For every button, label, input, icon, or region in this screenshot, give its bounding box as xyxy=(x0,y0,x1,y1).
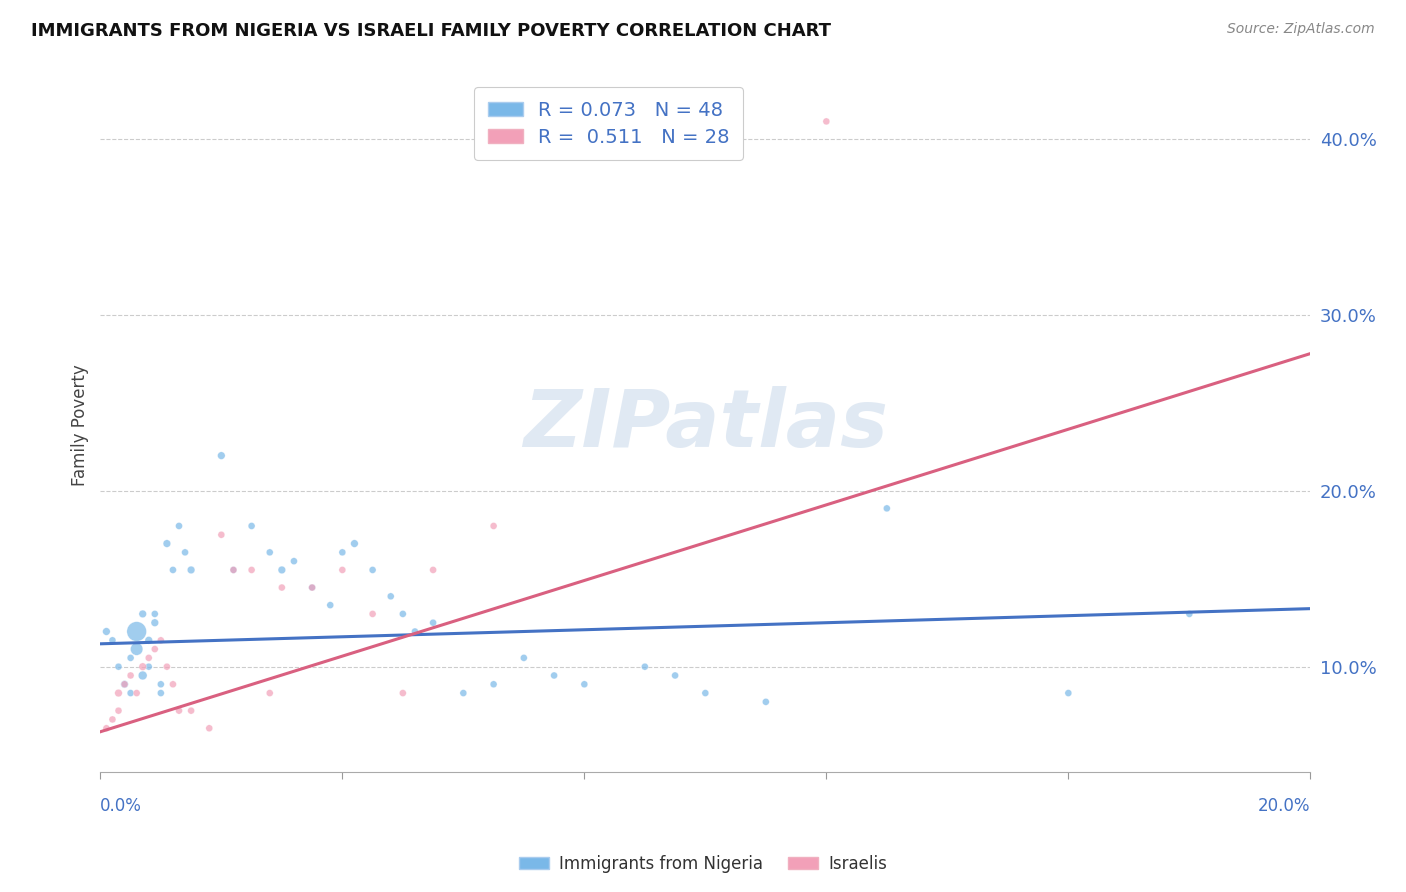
Point xyxy=(283,554,305,568)
Point xyxy=(131,668,153,682)
Point xyxy=(143,615,166,630)
Point xyxy=(482,519,505,533)
Point xyxy=(343,536,366,550)
Point xyxy=(131,659,153,673)
Point xyxy=(167,704,190,718)
Point xyxy=(120,668,142,682)
Legend: R = 0.073   N = 48, R =  0.511   N = 28: R = 0.073 N = 48, R = 0.511 N = 28 xyxy=(474,87,744,161)
Point xyxy=(156,659,179,673)
Point xyxy=(240,519,263,533)
Point xyxy=(174,545,197,559)
Point xyxy=(574,677,596,691)
Point xyxy=(330,563,353,577)
Point xyxy=(96,721,118,735)
Point xyxy=(695,686,717,700)
Point xyxy=(101,713,124,727)
Point xyxy=(404,624,426,639)
Point xyxy=(380,590,402,604)
Point xyxy=(755,695,778,709)
Point xyxy=(222,563,245,577)
Point xyxy=(149,633,172,648)
Point xyxy=(96,624,118,639)
Point xyxy=(319,598,342,612)
Point xyxy=(876,501,898,516)
Point xyxy=(453,686,475,700)
Point xyxy=(361,607,384,621)
Point xyxy=(259,686,281,700)
Point xyxy=(143,642,166,657)
Point xyxy=(107,704,129,718)
Point xyxy=(664,668,686,682)
Point xyxy=(634,659,657,673)
Point xyxy=(120,651,142,665)
Point xyxy=(138,633,160,648)
Point xyxy=(143,607,166,621)
Point xyxy=(167,519,190,533)
Point xyxy=(815,114,838,128)
Point xyxy=(180,704,202,718)
Point xyxy=(162,563,184,577)
Point xyxy=(125,624,148,639)
Point xyxy=(125,686,148,700)
Point xyxy=(1178,607,1201,621)
Point xyxy=(240,563,263,577)
Point xyxy=(543,668,565,682)
Point xyxy=(149,686,172,700)
Point xyxy=(107,659,129,673)
Text: IMMIGRANTS FROM NIGERIA VS ISRAELI FAMILY POVERTY CORRELATION CHART: IMMIGRANTS FROM NIGERIA VS ISRAELI FAMIL… xyxy=(31,22,831,40)
Point xyxy=(270,581,292,595)
Point xyxy=(180,563,202,577)
Point xyxy=(222,563,245,577)
Point xyxy=(131,607,153,621)
Point xyxy=(1057,686,1080,700)
Point xyxy=(361,563,384,577)
Point xyxy=(138,651,160,665)
Point xyxy=(259,545,281,559)
Point xyxy=(149,677,172,691)
Point xyxy=(422,615,444,630)
Point xyxy=(114,677,136,691)
Point xyxy=(301,581,323,595)
Point xyxy=(301,581,323,595)
Text: ZIPatlas: ZIPatlas xyxy=(523,386,887,464)
Point xyxy=(330,545,353,559)
Y-axis label: Family Poverty: Family Poverty xyxy=(72,364,89,486)
Point xyxy=(482,677,505,691)
Point xyxy=(198,721,221,735)
Legend: Immigrants from Nigeria, Israelis: Immigrants from Nigeria, Israelis xyxy=(512,848,894,880)
Text: Source: ZipAtlas.com: Source: ZipAtlas.com xyxy=(1227,22,1375,37)
Point xyxy=(120,686,142,700)
Point xyxy=(138,659,160,673)
Point xyxy=(101,633,124,648)
Point xyxy=(392,607,415,621)
Text: 0.0%: 0.0% xyxy=(100,797,142,814)
Point xyxy=(270,563,292,577)
Point xyxy=(162,677,184,691)
Point xyxy=(209,528,232,542)
Point xyxy=(422,563,444,577)
Point xyxy=(513,651,536,665)
Point xyxy=(156,536,179,550)
Point xyxy=(125,642,148,657)
Point xyxy=(107,686,129,700)
Point xyxy=(209,449,232,463)
Text: 20.0%: 20.0% xyxy=(1258,797,1310,814)
Point xyxy=(114,677,136,691)
Point xyxy=(392,686,415,700)
